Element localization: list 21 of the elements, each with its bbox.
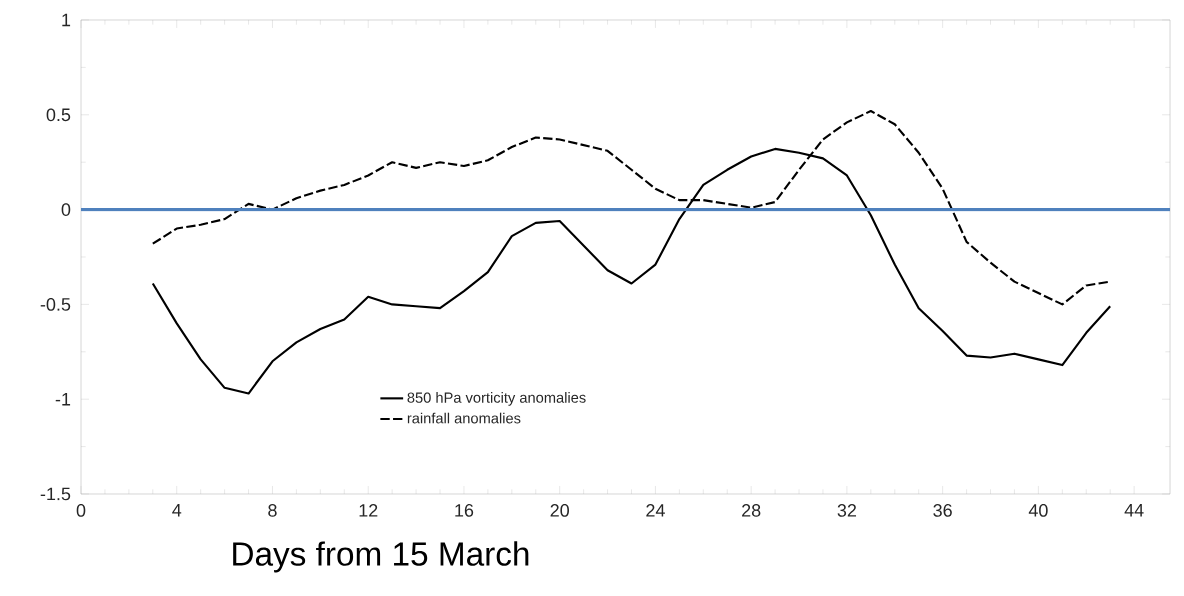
y-tick-label: 0	[61, 203, 71, 216]
x-tick-label: 8	[268, 504, 277, 517]
x-tick-label: 44	[1124, 504, 1144, 517]
x-tick-label: 28	[742, 504, 761, 517]
x-tick-label: 16	[455, 504, 474, 517]
y-tick-label: -1	[55, 393, 71, 406]
y-tick-label: -0.5	[40, 298, 71, 311]
legend-label: 850 hPa vorticity anomalies	[407, 392, 586, 406]
x-tick-label: 20	[550, 504, 569, 517]
x-tick-label: 0	[76, 504, 86, 517]
x-tick-label: 36	[933, 504, 952, 517]
y-tick-label: 0.5	[46, 108, 71, 122]
y-tick-label: 1	[62, 13, 71, 27]
x-axis-title: Days from 15 March	[233, 541, 529, 573]
x-tick-label: 32	[837, 504, 857, 517]
y-tick-label: -1.5	[40, 487, 71, 501]
x-tick-label: 12	[359, 504, 378, 517]
legend-label: rainfall anomalies	[407, 412, 521, 424]
x-tick-label: 40	[1028, 504, 1048, 517]
x-tick-label: 4	[172, 504, 182, 517]
x-tick-label: 24	[646, 504, 665, 517]
